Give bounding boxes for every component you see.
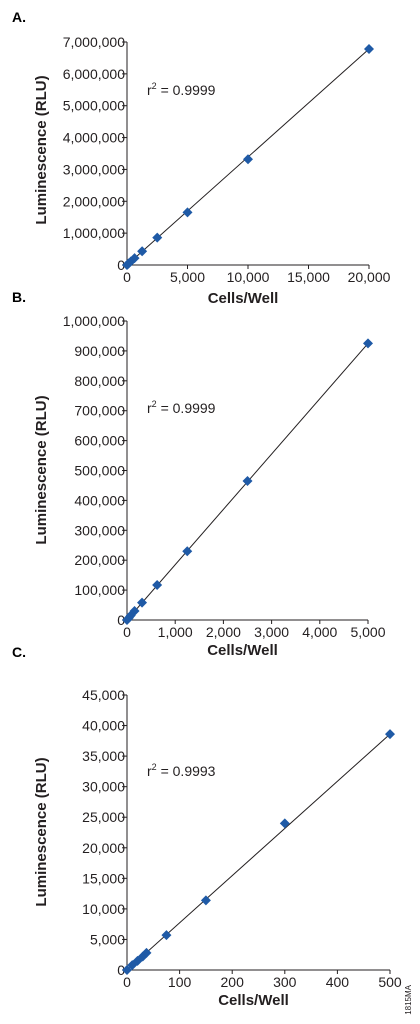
- chart-b-x-axis-title: Cells/Well: [207, 642, 278, 659]
- chart-c-data-point: [279, 818, 290, 829]
- chart-b-y-tick-label: 900,000: [74, 343, 125, 359]
- chart-c-x-tick-label: 500: [378, 974, 402, 990]
- chart-b-r-squared-label: r2 = 0.9999: [147, 399, 216, 416]
- chart-a-x-tick-label: 10,000: [227, 269, 270, 285]
- chart-c-r-squared-label: r2 = 0.9993: [147, 762, 216, 779]
- chart-a-data-point: [152, 232, 163, 243]
- chart-b-panel-label: B.: [12, 289, 26, 305]
- chart-c-data-point: [161, 930, 172, 941]
- chart-a-x-tick-label: 0: [123, 269, 131, 285]
- chart-b-y-tick-label: 500,000: [74, 463, 125, 479]
- chart-c-y-tick-label: 30,000: [82, 779, 125, 795]
- chart-a-y-tick-label: 2,000,000: [63, 193, 125, 209]
- chart-b-data-point: [182, 546, 193, 557]
- chart-c-panel-label: C.: [12, 644, 26, 660]
- chart-b-data-point: [129, 606, 140, 617]
- chart-b-x-tick-label: 4,000: [302, 624, 337, 640]
- chart-c-x-tick-label: 400: [326, 974, 350, 990]
- chart-a-x-tick-label: 5,000: [170, 269, 205, 285]
- chart-c-y-tick-label: 35,000: [82, 748, 125, 764]
- chart-a-panel-label: A.: [12, 9, 26, 25]
- chart-a-data-point: [182, 207, 193, 218]
- panel-c: C. 0 5,000 10,000 15,000 20,000 25,000 30,000 35…: [12, 644, 402, 1009]
- chart-b-data-point: [363, 338, 373, 349]
- chart-c-y-tick-label: 40,000: [82, 718, 125, 734]
- chart-a-y-tick-label: 5,000,000: [63, 98, 125, 114]
- chart-b-data-point: [137, 597, 148, 608]
- chart-a-y-tick-label: 0: [117, 257, 125, 273]
- chart-c-y-tick-label: 5,000: [90, 931, 125, 947]
- chart-a-y-tick-label: 7,000,000: [63, 34, 125, 50]
- chart-b-x-tick-label: 1,000: [158, 624, 193, 640]
- chart-a-y-tick-label: 6,000,000: [63, 66, 125, 82]
- chart-b-x-tick-label: 0: [123, 624, 131, 640]
- chart-c-data-point: [122, 965, 132, 975]
- chart-a-y-tick-label: 4,000,000: [63, 130, 125, 146]
- chart-b-x-tick-label: 2,000: [206, 624, 241, 640]
- panel-b: B. 0 100,000 200,000 300,000 400,000 500,000 60…: [12, 289, 386, 659]
- chart-b-x-tick-label: 5,000: [350, 624, 385, 640]
- chart-b-y-tick-label: 600,000: [74, 433, 125, 449]
- chart-b-y-tick-label: 300,000: [74, 522, 125, 538]
- chart-c-y-tick-label: 10,000: [82, 901, 125, 917]
- figure-id: 1815MA: [404, 984, 413, 1014]
- chart-c-x-tick-label: 300: [273, 974, 297, 990]
- chart-a-x-tick-label: 20,000: [348, 269, 391, 285]
- chart-a-r-squared-label: r2 = 0.9999: [147, 81, 216, 98]
- chart-c-trend-line: [126, 733, 391, 971]
- chart-c-x-tick-label: 0: [123, 974, 131, 990]
- chart-b-y-tick-label: 700,000: [74, 403, 125, 419]
- chart-b-y-tick-label: 800,000: [74, 373, 125, 389]
- chart-c-y-tick-label: 0: [117, 962, 125, 978]
- chart-c-x-tick-label: 200: [221, 974, 245, 990]
- chart-c-data-point: [200, 895, 211, 906]
- chart-c-y-tick-label: 15,000: [82, 870, 125, 886]
- chart-b-data-point: [242, 475, 253, 486]
- chart-b-data-point: [152, 580, 163, 591]
- chart-a-x-axis-title: Cells/Well: [208, 290, 279, 307]
- chart-c-x-axis-title: Cells/Well: [218, 992, 289, 1009]
- chart-b-y-axis-title: Luminescence (RLU): [33, 395, 50, 544]
- chart-c-y-tick-label: 25,000: [82, 809, 125, 825]
- chart-c-y-axis-title: Luminescence (RLU): [33, 757, 50, 906]
- panel-a: A. 0 1,000,000 2,000,000 3,000,000 4,000,000 5…: [12, 9, 391, 307]
- chart-c-x-tick-label: 100: [168, 974, 192, 990]
- chart-c-y-tick-label: 20,000: [82, 840, 125, 856]
- chart-a-data-point: [137, 246, 148, 257]
- chart-b-y-tick-label: 400,000: [74, 492, 125, 508]
- chart-b-y-tick-label: 100,000: [74, 582, 125, 598]
- chart-c-y-tick-label: 45,000: [82, 687, 125, 703]
- chart-a-data-point: [364, 44, 374, 55]
- chart-a-y-tick-label: 1,000,000: [63, 225, 125, 241]
- chart-a-y-tick-label: 3,000,000: [63, 161, 125, 177]
- chart-b-x-tick-label: 3,000: [254, 624, 289, 640]
- chart-a-y-axis-title: Luminescence (RLU): [33, 75, 50, 224]
- chart-a-x-tick-label: 15,000: [287, 269, 330, 285]
- chart-a-data-point: [243, 154, 253, 165]
- chart-b-y-tick-label: 200,000: [74, 552, 125, 568]
- chart-c-data-point: [385, 729, 395, 740]
- chart-b-y-tick-label: 0: [117, 612, 125, 628]
- chart-a-data-point: [129, 253, 140, 264]
- chart-b-y-tick-label: 1,000,000: [63, 313, 125, 329]
- chart-c-data-point: [141, 947, 152, 958]
